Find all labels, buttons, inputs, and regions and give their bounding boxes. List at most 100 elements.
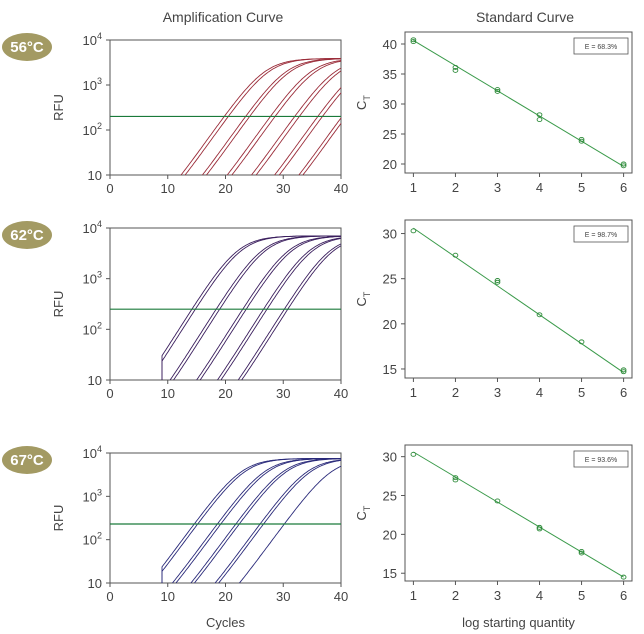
x-tick-label: 3	[494, 385, 501, 400]
y-tick-label: 25	[383, 489, 397, 504]
data-point	[452, 477, 459, 483]
y-axis-label: CT	[354, 505, 372, 520]
amplification-curve	[298, 117, 342, 176]
data-point	[578, 339, 585, 345]
y-tick-label: 20	[383, 317, 397, 332]
x-tick-label: 4	[536, 180, 543, 195]
temperature-badge-label: 62°C	[10, 227, 44, 244]
x-tick-label: 0	[106, 386, 113, 401]
amplification-curve	[217, 237, 342, 381]
y-tick-label: 25	[383, 127, 397, 142]
x-tick-label: 40	[334, 181, 348, 196]
amplification-curve	[184, 58, 341, 176]
x-tick-label: 10	[161, 386, 175, 401]
x-tick-label: 3	[494, 180, 501, 195]
y-tick-label: 25	[383, 272, 397, 287]
x-tick-label: 0	[106, 589, 113, 604]
temperature-badge-label: 56°C	[10, 39, 44, 56]
x-tick-label: 40	[334, 589, 348, 604]
amplification-curve	[226, 59, 342, 176]
x-axis-label: log starting quantity	[462, 615, 575, 630]
data-point	[578, 136, 585, 142]
data-point	[620, 369, 627, 375]
x-tick-label: 5	[578, 588, 585, 603]
data-point	[536, 112, 543, 118]
x-tick-label: 6	[620, 180, 627, 195]
amplification-curve	[237, 243, 342, 381]
x-tick-label: 5	[578, 385, 585, 400]
efficiency-box	[573, 450, 629, 468]
x-tick-label: 4	[536, 385, 543, 400]
x-tick-label: 20	[218, 589, 232, 604]
y-tick-label: 102	[83, 320, 102, 337]
y-axis-label: RFU	[51, 291, 66, 318]
data-point	[620, 367, 627, 373]
x-tick-label: 30	[276, 181, 290, 196]
y-tick-label: 103	[83, 76, 102, 93]
amplification-curve	[251, 67, 342, 176]
x-tick-label: 10	[161, 589, 175, 604]
x-tick-label: 10	[161, 181, 175, 196]
x-tick-label: 40	[334, 386, 348, 401]
amplification-curve	[239, 465, 342, 584]
amplification-curve	[218, 459, 342, 584]
y-tick-label: 20	[383, 527, 397, 542]
plot-frame	[404, 31, 633, 174]
x-tick-label: 2	[452, 588, 459, 603]
data-point	[494, 279, 501, 285]
y-tick-label: 30	[383, 97, 397, 112]
y-tick-label: 15	[383, 566, 397, 581]
data-point	[536, 117, 543, 123]
efficiency-box	[573, 225, 629, 243]
data-point	[452, 64, 459, 70]
y-tick-label: 10	[88, 168, 102, 183]
data-point	[578, 138, 585, 144]
amplification-curve	[173, 235, 341, 381]
plot-frame	[404, 219, 633, 379]
x-tick-label: 30	[276, 589, 290, 604]
y-axis-label: CT	[354, 291, 372, 306]
efficiency-label: E = 68.3%	[585, 44, 618, 51]
data-point	[494, 498, 501, 504]
x-tick-label: 5	[578, 180, 585, 195]
amplification-curve	[302, 123, 342, 176]
fit-line	[413, 39, 624, 167]
plot-frame	[109, 227, 342, 381]
y-tick-label: 10	[88, 373, 102, 388]
y-axis-label: RFU	[51, 94, 66, 121]
y-tick-label: 104	[83, 31, 102, 48]
amplification-curve	[202, 58, 342, 176]
x-tick-label: 6	[620, 588, 627, 603]
data-point	[452, 67, 459, 73]
x-tick-label: 30	[276, 386, 290, 401]
amplification-curve	[220, 237, 342, 381]
x-tick-label: 6	[620, 385, 627, 400]
y-tick-label: 104	[83, 219, 102, 236]
data-point	[620, 163, 627, 169]
amplification-curve	[241, 245, 342, 381]
y-tick-label: 15	[383, 362, 397, 377]
amplification-curve	[161, 457, 341, 583]
y-tick-label: 103	[83, 487, 102, 504]
standard-curve-plot: E = 98.7% 1 2 3 4 5 6 15 20 25 30 CT	[354, 219, 633, 400]
amplification-curve	[255, 70, 342, 176]
data-point	[494, 88, 501, 94]
amplification-plot: 0 10 20 30 40 10 102 103 104 RFU	[51, 31, 348, 196]
amplification-curve	[161, 235, 341, 380]
amplification-curve	[194, 458, 341, 584]
x-tick-label: 1	[410, 180, 417, 195]
y-tick-label: 20	[383, 157, 397, 172]
amplification-curve-header: Amplification Curve	[163, 9, 284, 25]
x-tick-label: 2	[452, 385, 459, 400]
data-point	[536, 312, 543, 318]
efficiency-label: E = 93.6%	[585, 457, 618, 464]
data-point	[410, 228, 417, 234]
y-tick-label: 102	[83, 531, 102, 548]
temperature-badge	[2, 221, 52, 249]
data-point	[578, 549, 585, 554]
amplification-plot: 0 10 20 30 40 10 102 103 104 RFU	[51, 219, 348, 401]
amplification-curve	[231, 60, 342, 176]
x-tick-label: 1	[410, 385, 417, 400]
y-tick-label: 40	[383, 37, 397, 52]
